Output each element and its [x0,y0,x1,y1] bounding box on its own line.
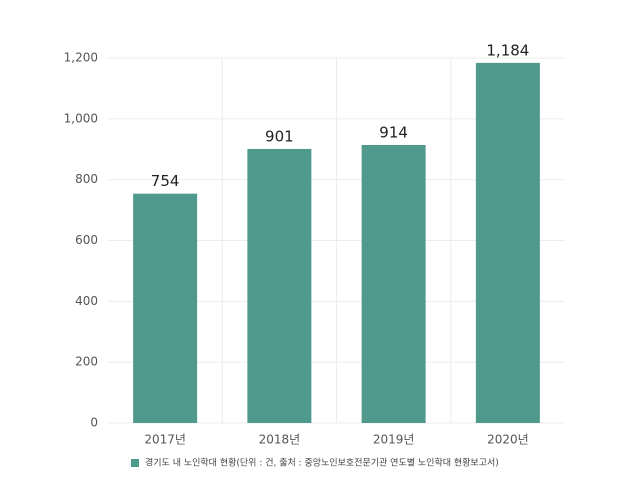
x-tick-label: 2019년 [373,433,415,447]
y-tick-label: 600 [75,233,98,247]
y-tick-label: 1,000 [64,111,98,125]
value-label: 901 [265,127,294,145]
legend-swatch [131,459,139,467]
y-tick-label: 1,200 [64,51,98,65]
bar [361,144,426,423]
y-tick-label: 400 [75,294,98,308]
y-tick-label: 0 [90,416,98,430]
value-label: 914 [379,123,408,141]
y-tick-label: 800 [75,172,98,186]
y-tick-label: 200 [75,355,98,369]
bar [133,193,198,423]
legend-label: 경기도 내 노인학대 현황(단위 : 건, 출처 : 중앙노인보호전문기관 연도… [145,457,499,469]
x-tick-label: 2020년 [487,433,529,447]
x-tick-label: 2017년 [144,433,186,447]
value-label: 1,184 [486,41,529,59]
bar [247,148,312,423]
value-label: 754 [151,172,180,190]
bar [475,62,540,423]
x-tick-label: 2018년 [259,433,301,447]
